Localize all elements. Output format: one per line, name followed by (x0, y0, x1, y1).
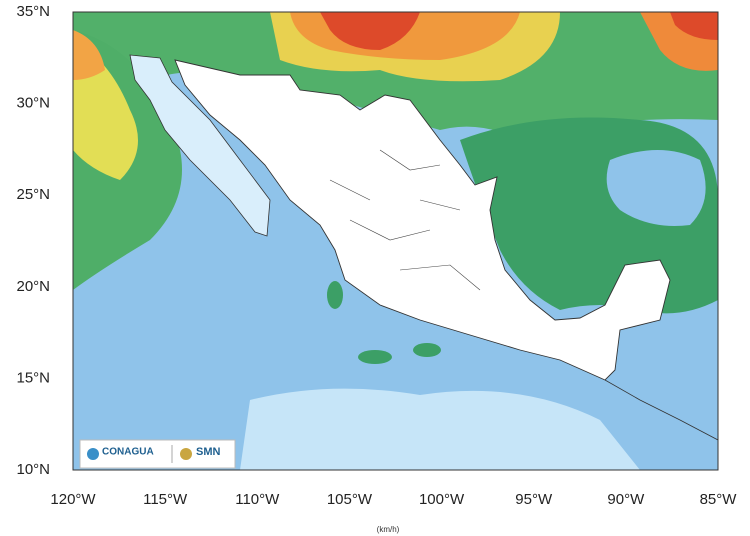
lon-label: 85°W (700, 491, 738, 508)
lon-label: 110°W (235, 491, 280, 508)
lat-label: 30°N (16, 95, 50, 112)
mexico-mainland (174, 59, 671, 381)
lat-label: 25°N (16, 186, 50, 203)
lon-label: 115°W (143, 491, 188, 508)
lat-label: 20°N (16, 278, 50, 295)
central-america-coast (604, 379, 718, 441)
map-field (73, 12, 718, 470)
lon-label: 120°W (50, 491, 96, 508)
logo-icon (87, 448, 99, 460)
lat-label: 35°N (16, 3, 50, 20)
map-frame (72, 11, 719, 471)
lat-label: 15°N (16, 369, 50, 386)
state-borders (329, 149, 481, 291)
logo-text: CONAGUA (102, 447, 154, 458)
logo-icon (180, 448, 192, 460)
green-field (73, 12, 718, 150)
unit-label: (km/h) (377, 525, 400, 534)
lon-label: 100°W (419, 491, 465, 508)
red-east (670, 12, 718, 40)
logo-background (79, 439, 236, 469)
lon-label: 95°W (515, 491, 553, 508)
logo-text: SMN (196, 446, 221, 458)
baja-california (129, 54, 271, 237)
lat-label: 10°N (16, 461, 50, 478)
green-patch (327, 281, 343, 309)
green-patch (358, 350, 392, 364)
gulf-blue (606, 150, 706, 226)
lon-label: 90°W (607, 491, 645, 508)
logo-box: CONAGUA SMN (79, 439, 236, 469)
lon-label: 105°W (327, 491, 373, 508)
red-north (320, 12, 420, 50)
green-patch (413, 343, 441, 357)
orange-west (73, 30, 105, 80)
light-field (240, 388, 640, 470)
